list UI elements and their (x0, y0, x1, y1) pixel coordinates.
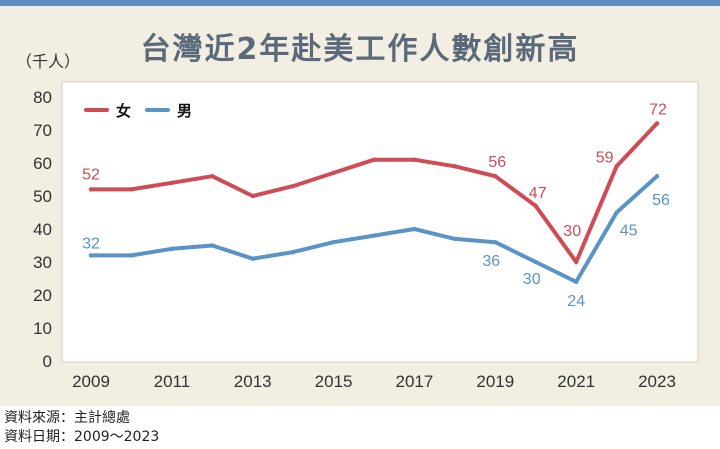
x-tick-label: 2017 (395, 372, 433, 391)
data-point (654, 121, 660, 126)
data-point (290, 183, 296, 189)
legend: 女男 (84, 102, 192, 120)
data-point (210, 174, 215, 179)
x-tick-label: 2015 (315, 372, 353, 391)
y-tick-label: 30 (33, 253, 52, 272)
chart-title: 台灣近2年赴美工作人數創新高 (140, 32, 580, 67)
data-label: 30 (523, 271, 541, 288)
data-point (574, 279, 579, 284)
legend-item-male: 男 (145, 102, 192, 120)
y-tick-label: 60 (33, 154, 52, 173)
data-point (250, 256, 255, 261)
data-point (654, 174, 660, 179)
data-point (250, 193, 255, 199)
data-point (88, 253, 94, 258)
data-point (129, 253, 134, 258)
legend-label: 女 (116, 102, 131, 120)
x-axis: 2009 2011 2013 2015 2017 2019 2021 2023 (72, 372, 676, 391)
data-point (493, 240, 498, 245)
data-label: 52 (82, 166, 100, 183)
y-tick-label: 70 (33, 121, 52, 140)
y-tick-label: 10 (33, 319, 52, 338)
footer-notes: 資料來源：主計總處 資料日期：2009～2023 (4, 409, 159, 447)
y-tick-label: 40 (33, 220, 52, 239)
x-tick-label: 2013 (234, 372, 272, 391)
date-note: 資料日期：2009～2023 (4, 429, 160, 445)
x-tick-label: 2011 (154, 372, 191, 391)
data-label: 30 (563, 223, 581, 240)
plot-area (61, 81, 699, 363)
data-point (533, 203, 538, 209)
data-label: 56 (488, 154, 506, 171)
data-point (331, 240, 336, 245)
top-accent-bar (0, 0, 720, 6)
data-label: 24 (567, 293, 585, 310)
data-point (452, 164, 458, 169)
series-lines (88, 121, 660, 284)
data-point (574, 259, 579, 265)
data-point (452, 236, 458, 242)
y-tick-label: 50 (33, 187, 52, 206)
x-tick-label: 2019 (476, 372, 514, 391)
legend-item-female: 女 (84, 102, 131, 120)
data-label: 45 (620, 223, 638, 240)
data-point (412, 226, 417, 232)
x-tick-label: 2023 (638, 372, 676, 391)
data-label: 47 (529, 185, 547, 202)
x-tick-label: 2009 (72, 372, 110, 391)
data-point (614, 210, 619, 215)
data-point (533, 259, 538, 265)
data-labels: 52 56 47 30 59 72 32 36 30 24 45 56 (82, 101, 670, 309)
legend-label: 男 (177, 102, 192, 120)
y-tick-label: 20 (33, 286, 52, 305)
x-tick-label: 2021 (557, 372, 595, 391)
data-point (371, 157, 377, 162)
data-point (88, 187, 94, 192)
source-note: 資料來源：主計總處 (4, 410, 130, 426)
y-axis: 0 10 20 30 40 50 60 70 80 (33, 88, 52, 371)
data-point (412, 157, 417, 162)
data-label: 72 (649, 101, 667, 118)
data-point (371, 233, 377, 238)
y-tick-label: 80 (33, 88, 52, 107)
data-label: 59 (596, 149, 614, 166)
y-unit-label: （千人） (16, 52, 81, 71)
data-point (169, 246, 175, 251)
data-label: 56 (652, 192, 670, 209)
data-point (614, 164, 619, 169)
data-point (331, 170, 336, 176)
data-label: 36 (482, 253, 500, 270)
data-point (210, 243, 215, 248)
data-point (129, 187, 134, 192)
data-point (290, 249, 296, 255)
data-label: 32 (82, 235, 100, 252)
chart-panel: 台灣近2年赴美工作人數創新高 （千人） 0 10 20 30 40 50 60 70 80 20… (0, 0, 720, 406)
y-tick-label: 0 (43, 352, 52, 371)
data-point (493, 174, 498, 179)
data-point (169, 180, 175, 185)
